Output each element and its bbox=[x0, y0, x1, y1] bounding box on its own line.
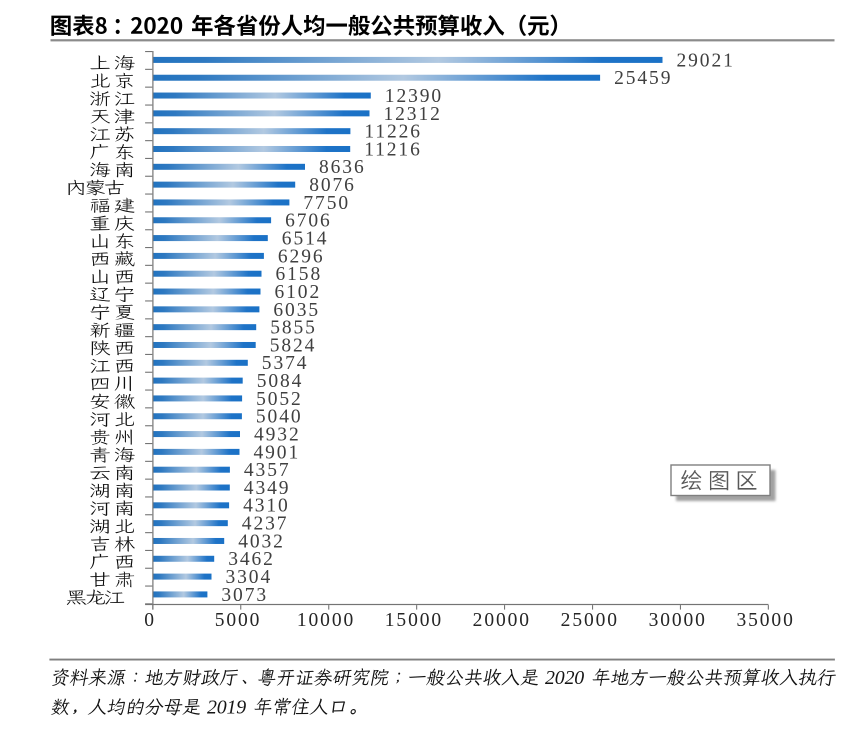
svg-text:3462: 3462 bbox=[228, 549, 275, 570]
svg-text:10000: 10000 bbox=[297, 610, 355, 631]
svg-text:4357: 4357 bbox=[244, 460, 291, 481]
svg-text:2: 2 bbox=[545, 667, 555, 689]
svg-text:8076: 8076 bbox=[309, 175, 356, 196]
svg-text:3073: 3073 bbox=[221, 585, 268, 606]
svg-text:4349: 4349 bbox=[244, 478, 291, 499]
svg-text:0: 0 bbox=[574, 667, 584, 689]
svg-text:15000: 15000 bbox=[385, 610, 443, 631]
svg-text:11226: 11226 bbox=[364, 122, 422, 143]
svg-text:7750: 7750 bbox=[303, 193, 350, 214]
svg-text:5040: 5040 bbox=[256, 407, 303, 428]
svg-text:12390: 12390 bbox=[385, 86, 443, 107]
svg-text:25000: 25000 bbox=[561, 610, 619, 631]
svg-text:29021: 29021 bbox=[677, 50, 735, 71]
svg-text:25459: 25459 bbox=[614, 68, 672, 89]
svg-text:5000: 5000 bbox=[215, 610, 262, 631]
svg-text:5052: 5052 bbox=[256, 389, 303, 410]
svg-text:4901: 4901 bbox=[254, 442, 301, 463]
svg-text:20000: 20000 bbox=[473, 610, 531, 631]
svg-text:6158: 6158 bbox=[276, 264, 323, 285]
svg-text:3304: 3304 bbox=[226, 567, 273, 588]
svg-text:5855: 5855 bbox=[270, 318, 317, 339]
svg-text:6296: 6296 bbox=[278, 246, 325, 267]
svg-text:6706: 6706 bbox=[285, 211, 332, 232]
svg-text:8636: 8636 bbox=[319, 157, 366, 178]
svg-text:5084: 5084 bbox=[257, 371, 304, 392]
svg-text:0: 0 bbox=[217, 696, 227, 718]
svg-text:6035: 6035 bbox=[273, 300, 320, 321]
svg-text:35000: 35000 bbox=[736, 610, 794, 631]
svg-text:2: 2 bbox=[565, 667, 575, 689]
svg-text:4932: 4932 bbox=[254, 424, 301, 445]
svg-text:12312: 12312 bbox=[384, 104, 442, 125]
svg-text:5824: 5824 bbox=[270, 335, 317, 356]
svg-text:2: 2 bbox=[207, 696, 217, 718]
svg-text:6102: 6102 bbox=[275, 282, 322, 303]
svg-text:0: 0 bbox=[555, 667, 565, 689]
svg-text:11216: 11216 bbox=[364, 139, 422, 160]
svg-text:4237: 4237 bbox=[242, 514, 289, 535]
svg-text:4032: 4032 bbox=[238, 531, 285, 552]
svg-text:0: 0 bbox=[144, 610, 156, 631]
svg-text:5374: 5374 bbox=[262, 353, 309, 374]
svg-text:1: 1 bbox=[227, 696, 237, 718]
svg-text:30000: 30000 bbox=[649, 610, 707, 631]
svg-text:6514: 6514 bbox=[282, 228, 329, 249]
svg-text:4310: 4310 bbox=[243, 496, 290, 517]
svg-text:9: 9 bbox=[236, 696, 246, 718]
